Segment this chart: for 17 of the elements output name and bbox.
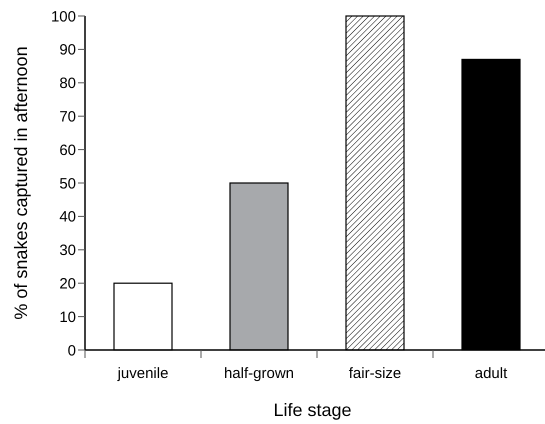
x-tick-label: adult	[474, 365, 508, 382]
x-axis-title: Life stage	[273, 400, 352, 420]
x-tick-label: fair-size	[348, 365, 402, 382]
y-tick-label: 90	[59, 42, 76, 59]
y-tick-label: 70	[59, 108, 76, 126]
y-tick-label: 40	[59, 208, 76, 226]
y-axis-title: % of snakes captured in afternoon	[11, 46, 31, 320]
y-tick-label: 50	[59, 175, 76, 192]
y-tick-label: 100	[50, 8, 76, 26]
y-tick-label: 10	[59, 308, 76, 326]
y-tick-label: 20	[59, 275, 76, 292]
x-tick-label: half-grown	[224, 365, 294, 382]
y-tick-label: 80	[59, 75, 76, 92]
x-tick-label: juvenile	[116, 365, 168, 382]
y-tick-label: 0	[68, 342, 76, 360]
y-tick-label: 60	[59, 142, 76, 159]
y-tick-label: 30	[59, 242, 76, 260]
